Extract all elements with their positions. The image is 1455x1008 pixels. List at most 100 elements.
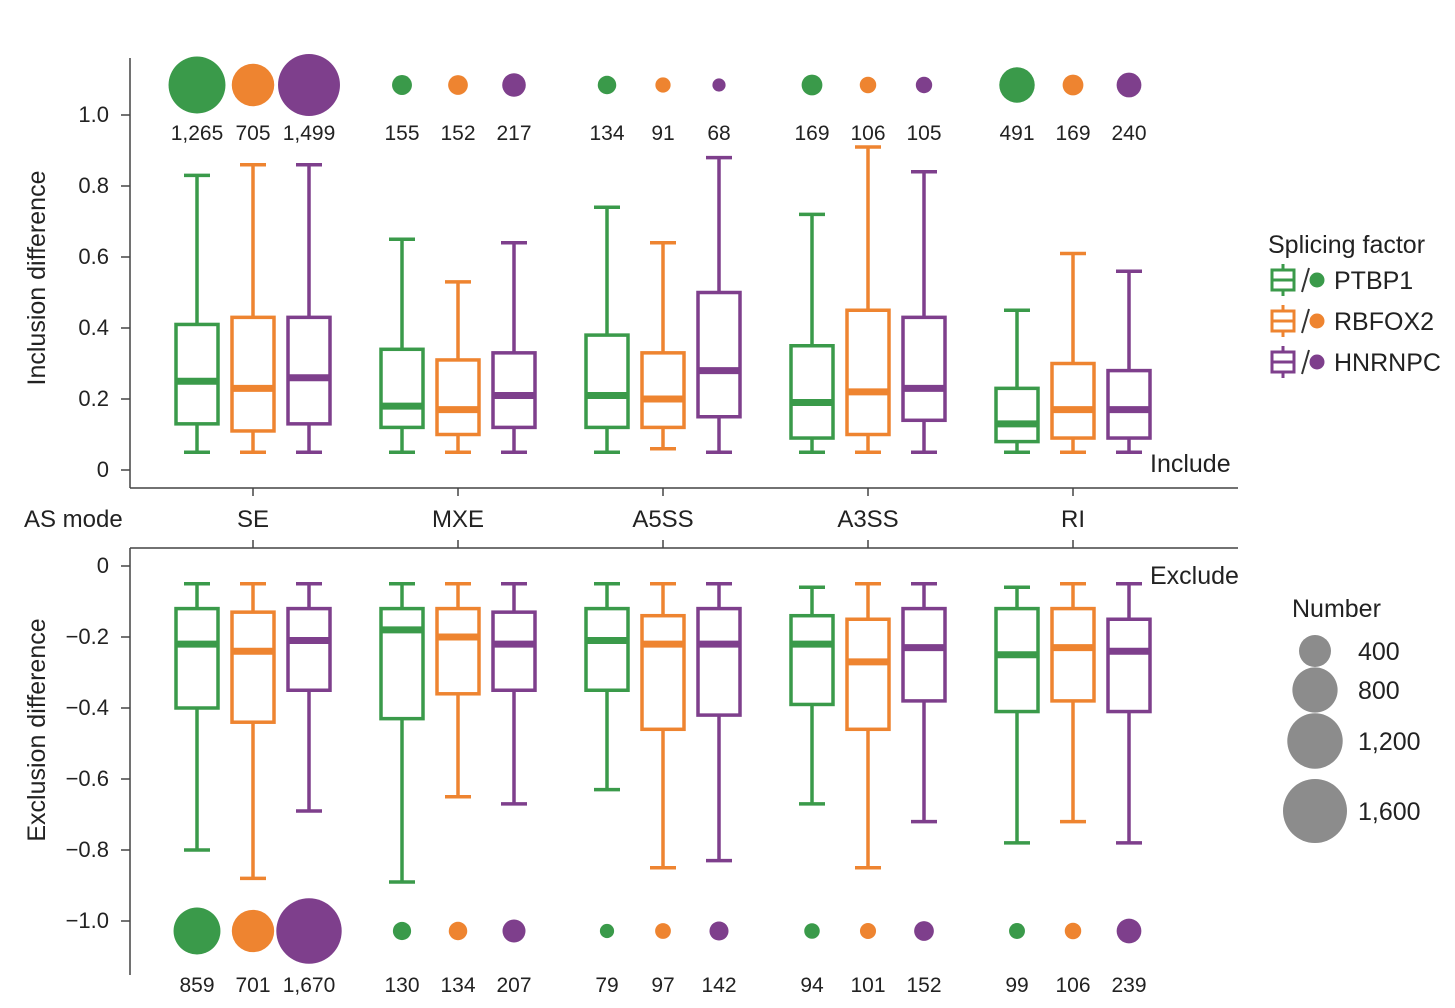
count-circle <box>599 923 615 939</box>
count-circle <box>1009 923 1025 939</box>
as-mode-labels: AS mode SE MXE A5SS A3SS RI <box>24 506 1085 533</box>
count-label: 142 <box>701 974 736 997</box>
as-mode-label-se: SE <box>237 506 269 533</box>
box-ptbp1 <box>584 606 630 692</box>
count-label: 101 <box>850 974 885 997</box>
box-rbfox2 <box>640 351 686 430</box>
count-circle <box>278 54 340 116</box>
count-circle <box>859 76 877 94</box>
size-legend-title: Number <box>1292 595 1381 623</box>
splicing-factor-legend: Splicing factor PTBP1 RBFOX2 HNRNPC <box>1268 231 1441 378</box>
count-label: 240 <box>1111 122 1146 145</box>
legend-title: Splicing factor <box>1268 231 1425 259</box>
y-tick-label: 0.8 <box>78 173 109 198</box>
count-label: 217 <box>496 122 531 145</box>
box-ptbp1 <box>174 322 220 426</box>
count-circle <box>276 898 342 964</box>
count-label: 1,670 <box>283 974 336 997</box>
count-label: 1,499 <box>283 122 336 145</box>
box-rbfox2 <box>435 358 481 437</box>
count-circle <box>448 75 468 95</box>
count-label: 79 <box>595 974 618 997</box>
count-label: 99 <box>1005 974 1028 997</box>
count-label: 105 <box>906 122 941 145</box>
box-ptbp1 <box>789 344 835 440</box>
count-circle <box>804 923 820 939</box>
count-circle <box>709 921 729 941</box>
box-rbfox2 <box>845 617 891 732</box>
count-label: 155 <box>384 122 419 145</box>
count-circle <box>502 919 526 943</box>
count-circle <box>392 921 412 941</box>
legend-dot <box>1309 313 1325 329</box>
count-circle <box>655 923 671 939</box>
size-legend-label: 400 <box>1358 638 1400 666</box>
count-label: 1,265 <box>171 122 224 145</box>
count-circle <box>1116 72 1142 98</box>
box-ptbp1 <box>994 606 1040 714</box>
box-ptbp1 <box>379 606 425 721</box>
box-ptbp1 <box>584 333 630 430</box>
count-label: 134 <box>589 122 624 145</box>
box-rbfox2 <box>640 613 686 732</box>
panel-label: Include <box>1150 450 1231 478</box>
count-circle <box>1116 918 1142 944</box>
box-ptbp1 <box>379 347 425 430</box>
count-circle <box>1062 74 1084 96</box>
size-legend-label: 1,200 <box>1358 728 1421 756</box>
legend-label-rbfox2: RBFOX2 <box>1334 308 1434 336</box>
as-mode-row-label: AS mode <box>24 506 123 533</box>
count-label: 91 <box>651 122 674 145</box>
size-legend-label: 800 <box>1358 677 1400 705</box>
count-label: 94 <box>800 974 824 997</box>
legend-dot <box>1309 354 1325 370</box>
box-hnrnpc <box>696 606 742 717</box>
box-hnrnpc <box>901 606 947 703</box>
y-tick-label: −0.2 <box>66 624 109 649</box>
y-tick-label: 0.2 <box>78 386 109 411</box>
legend-dot <box>1309 272 1325 288</box>
count-label: 106 <box>850 122 885 145</box>
as-mode-label-a5ss: A5SS <box>632 506 693 533</box>
count-circle <box>915 76 933 94</box>
as-mode-label-ri: RI <box>1061 506 1085 533</box>
count-circle <box>231 909 275 953</box>
size-legend-circle <box>1287 713 1343 769</box>
inclusion-panel: 0 0.2 0.4 0.6 0.8 1.0 Inclusion difference Incl… <box>23 54 1238 496</box>
count-circle <box>859 922 877 940</box>
y-tick-label: 0 <box>97 553 109 578</box>
size-legend-circle <box>1292 667 1338 713</box>
count-label: 152 <box>906 974 941 997</box>
size-legend-circle <box>1283 779 1347 843</box>
y-tick-label: −0.4 <box>66 695 109 720</box>
box-rbfox2 <box>1050 361 1096 440</box>
legend-slash <box>1301 349 1310 375</box>
y-tick-label: −0.8 <box>66 837 109 862</box>
box-rbfox2 <box>230 315 276 433</box>
y-axis-title: Inclusion difference <box>23 171 51 386</box>
count-label: 106 <box>1055 974 1090 997</box>
count-label: 239 <box>1111 974 1146 997</box>
y-tick-label: 0.6 <box>78 244 109 269</box>
count-label: 134 <box>440 974 475 997</box>
box-hnrnpc <box>491 610 537 693</box>
size-legend-label: 1,600 <box>1358 798 1421 826</box>
count-circle <box>597 75 617 95</box>
size-legend-circle <box>1299 635 1331 667</box>
legend-label-hnrnpc: HNRNPC <box>1334 349 1441 377</box>
y-tick-label: −0.6 <box>66 766 109 791</box>
legend-slash <box>1301 267 1310 293</box>
count-circle <box>1064 922 1082 940</box>
box-hnrnpc <box>1106 368 1152 440</box>
count-circle <box>502 73 526 97</box>
exclusion-panel: 0 −0.2 −0.4 −0.6 −0.8 −1.0 Exclusion differenc… <box>23 540 1239 997</box>
as-mode-label-mxe: MXE <box>432 506 484 533</box>
box-hnrnpc <box>286 315 332 426</box>
box-hnrnpc <box>1106 617 1152 714</box>
panel-label: Exclude <box>1150 562 1239 590</box>
count-label: 152 <box>440 122 475 145</box>
box-ptbp1 <box>994 386 1040 444</box>
count-label: 130 <box>384 974 419 997</box>
count-label: 97 <box>651 974 674 997</box>
